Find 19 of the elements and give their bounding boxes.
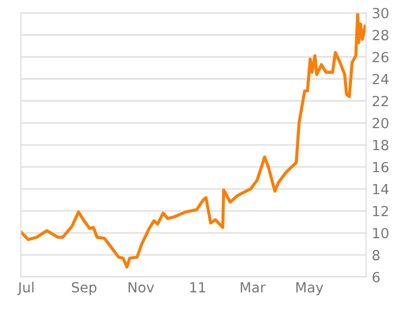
y-tick-label: 28 xyxy=(372,30,388,40)
x-tick-label: Mar xyxy=(240,282,266,293)
y-tick-label: 12 xyxy=(373,206,388,216)
y-tick-label: 10 xyxy=(373,228,388,238)
y-tick-label: 8 xyxy=(372,250,380,260)
y-tick-label: 26 xyxy=(372,52,388,62)
y-tick-label: 30 xyxy=(372,8,388,18)
y-tick-label: 16 xyxy=(373,162,388,172)
y-tick-label: 24 xyxy=(372,74,389,84)
y-tick-label: 14 xyxy=(373,184,389,194)
y-tick-label: 20 xyxy=(372,118,388,128)
x-tick-label: Jul xyxy=(17,282,34,296)
x-tick-label: 11 xyxy=(190,282,206,292)
x-tick-label: Nov xyxy=(128,282,154,293)
y-tick-label: 22 xyxy=(372,96,388,106)
x-tick-label: May xyxy=(296,282,324,296)
y-tick-label: 6 xyxy=(372,272,380,282)
y-tick-label: 18 xyxy=(373,140,388,150)
x-tick-label: Sep xyxy=(72,282,96,296)
